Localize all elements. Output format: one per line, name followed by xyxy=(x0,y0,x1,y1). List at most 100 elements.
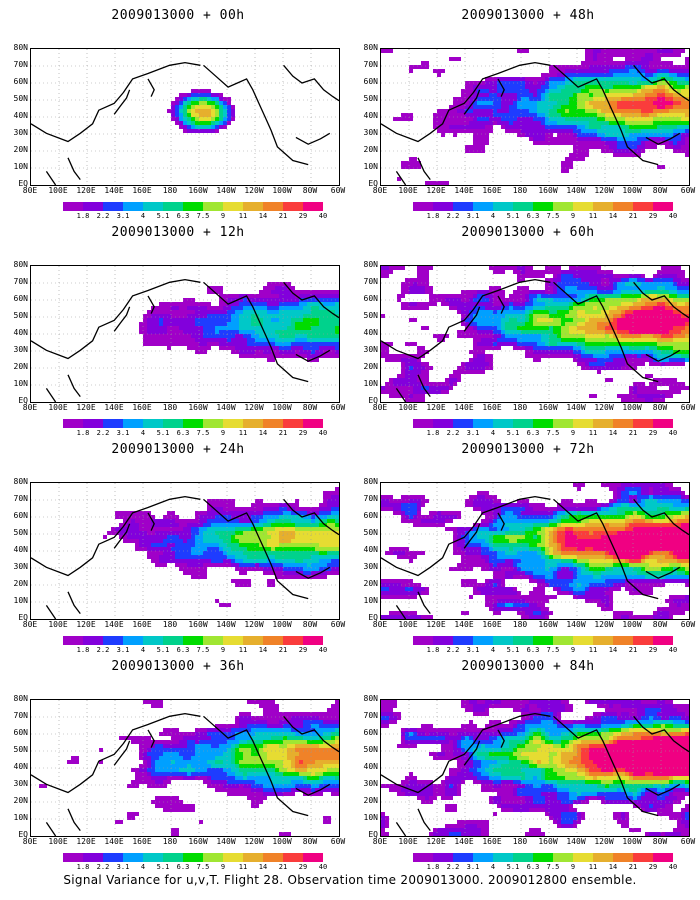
latitude-label: 30N xyxy=(13,779,28,788)
latitude-label: 80N xyxy=(363,694,378,703)
colorbar-swatch xyxy=(513,419,533,428)
longitude-label: 60W xyxy=(330,837,346,846)
colorbar-label: 3.1 xyxy=(116,646,130,654)
colorbar-swatch xyxy=(633,853,653,862)
colorbar-swatch xyxy=(203,202,223,211)
colorbar-swatch xyxy=(653,419,673,428)
map-frame xyxy=(380,265,690,403)
panel-title: 2009013000 + 72h xyxy=(461,442,595,457)
panel-title: 2009013000 + 24h xyxy=(111,442,245,457)
colorbar-swatch xyxy=(573,853,593,862)
longitude-label: 60W xyxy=(330,186,346,195)
latitude-label: 50N xyxy=(13,311,28,320)
latitude-label: 50N xyxy=(363,311,378,320)
colorbar-label: 3.1 xyxy=(466,429,480,437)
colorbar-label: 14 xyxy=(608,429,618,437)
colorbar-swatch xyxy=(433,853,453,862)
colorbar-label: 21 xyxy=(628,212,638,220)
longitude-label: 180 xyxy=(512,620,528,629)
colorbar-swatch xyxy=(613,636,633,645)
latitude-label: 20N xyxy=(13,362,28,371)
colorbar-label: 29 xyxy=(648,863,658,871)
colorbar-label: 4 xyxy=(140,646,146,654)
colorbar-swatch xyxy=(83,636,103,645)
latitude-label: 70N xyxy=(13,494,28,503)
colorbar-label: 4 xyxy=(140,212,146,220)
map-frame xyxy=(30,48,340,186)
colorbar-swatch xyxy=(223,202,243,211)
forecast-panel: 2009013000 + 84h 80N 70N 60N 50N 40N 30N 20N 10N… xyxy=(358,659,698,871)
colorbar-label: 7.5 xyxy=(196,863,210,871)
colorbar-label: 40 xyxy=(318,646,328,654)
colorbar-swatch xyxy=(123,853,143,862)
latitude-label: 10N xyxy=(13,379,28,388)
latitude-label: 10N xyxy=(13,596,28,605)
latitude-label: 30N xyxy=(363,128,378,137)
graticule xyxy=(381,483,689,619)
forecast-panel: 2009013000 + 60h 80N 70N 60N 50N 40N 30N 20N 10N… xyxy=(358,225,698,437)
panel-title: 2009013000 + 00h xyxy=(111,8,245,23)
longitude-label: 140W xyxy=(566,403,586,412)
longitude-label: 160E xyxy=(482,186,502,195)
longitude-label: 140E xyxy=(454,403,474,412)
colorbar-label: 21 xyxy=(628,863,638,871)
longitude-label: 140E xyxy=(104,620,124,629)
latitude-label: 40N xyxy=(363,111,378,120)
longitude-label: 100E xyxy=(398,620,418,629)
longitude-label: 60W xyxy=(330,403,346,412)
longitude-label: 100W xyxy=(272,403,292,412)
longitude-label: 120W xyxy=(594,403,614,412)
colorbar xyxy=(413,636,673,645)
forecast-panel: 2009013000 + 36h 80N 70N 60N 50N 40N 30N 20N 10N… xyxy=(8,659,348,871)
longitude-label: 80W xyxy=(302,620,318,629)
colorbar-swatch xyxy=(83,202,103,211)
map-frame xyxy=(380,699,690,837)
latitude-label: 80N xyxy=(363,477,378,486)
colorbar-label: 40 xyxy=(318,212,328,220)
colorbar-label: 7.5 xyxy=(196,429,210,437)
colorbar xyxy=(413,202,673,211)
longitude-label: 160E xyxy=(482,620,502,629)
colorbar-swatch xyxy=(433,202,453,211)
colorbar-swatch xyxy=(633,202,653,211)
longitude-label: 80W xyxy=(302,186,318,195)
colorbar-swatch xyxy=(183,853,203,862)
colorbar-swatch xyxy=(413,636,433,645)
colorbar-swatch xyxy=(183,636,203,645)
colorbar-swatch xyxy=(533,202,553,211)
longitude-label: 160W xyxy=(538,837,558,846)
colorbar-swatch xyxy=(283,419,303,428)
longitude-label: 160E xyxy=(132,186,152,195)
colorbar-swatch xyxy=(653,636,673,645)
colorbar-label: 3.1 xyxy=(466,646,480,654)
latitude-label: 40N xyxy=(363,762,378,771)
colorbar-label: 5.1 xyxy=(156,212,170,220)
colorbar-label: 2.2 xyxy=(446,212,460,220)
colorbar-swatch xyxy=(593,419,613,428)
longitude-label: 100E xyxy=(48,837,68,846)
colorbar-swatch xyxy=(183,419,203,428)
colorbar-label: 1.8 xyxy=(76,429,90,437)
longitude-label: 180 xyxy=(512,837,528,846)
latitude-label: 70N xyxy=(13,711,28,720)
colorbar-swatch xyxy=(633,419,653,428)
colorbar-label: 21 xyxy=(628,429,638,437)
graticule xyxy=(31,483,339,619)
colorbar-swatch xyxy=(243,419,263,428)
colorbar-swatch xyxy=(553,202,573,211)
latitude-label: 70N xyxy=(13,60,28,69)
latitude-label: 60N xyxy=(13,511,28,520)
colorbar-swatch xyxy=(453,636,473,645)
colorbar-swatch xyxy=(63,419,83,428)
colorbar-swatch xyxy=(553,636,573,645)
latitude-label: EQ xyxy=(368,179,378,188)
colorbar-swatch xyxy=(103,636,123,645)
longitude-label: 120W xyxy=(594,837,614,846)
colorbar-swatch xyxy=(123,202,143,211)
latitude-label: 80N xyxy=(13,694,28,703)
colorbar-swatch xyxy=(223,636,243,645)
longitude-label: 140E xyxy=(454,186,474,195)
longitude-label: 160E xyxy=(132,837,152,846)
longitude-label: 80E xyxy=(372,186,388,195)
longitude-label: 160W xyxy=(188,837,208,846)
